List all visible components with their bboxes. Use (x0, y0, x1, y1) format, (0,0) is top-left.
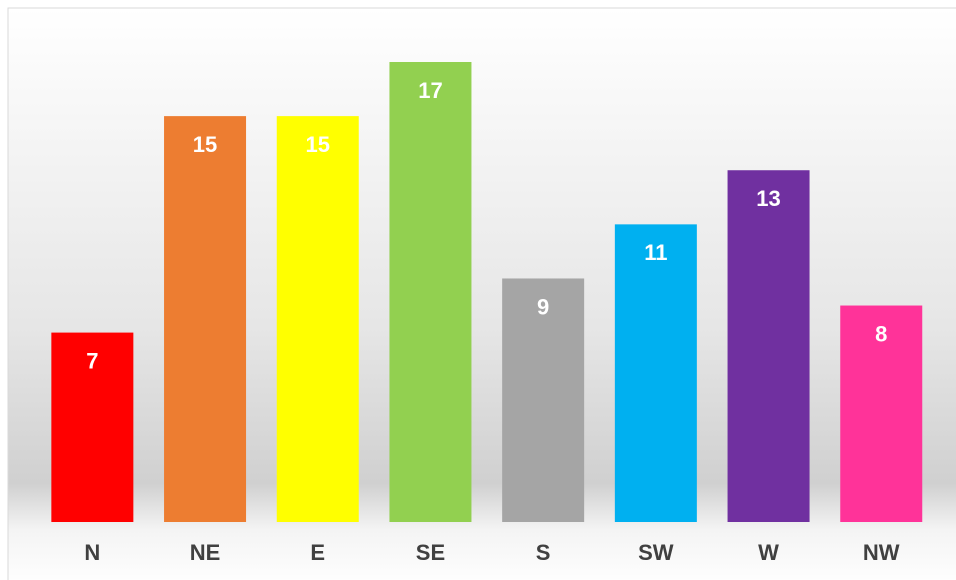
x-tick-label: SW (638, 540, 674, 565)
value-label: 7 (86, 348, 98, 373)
x-tick-label: W (758, 540, 779, 565)
x-tick-label: SE (416, 540, 445, 565)
value-label: 11 (644, 240, 667, 265)
bar (51, 332, 134, 522)
bar (502, 278, 585, 522)
bar (840, 305, 923, 522)
bar (276, 116, 359, 522)
value-label: 17 (418, 78, 442, 103)
plot-background (7, 7, 956, 580)
value-label: 8 (875, 321, 887, 346)
bar (614, 224, 697, 522)
value-label: 13 (756, 186, 780, 211)
value-label: 15 (306, 132, 330, 157)
bar (389, 62, 472, 522)
x-tick-label: N (84, 540, 100, 565)
x-tick-label: NW (863, 540, 900, 565)
value-label: 9 (537, 294, 549, 319)
bar (727, 170, 810, 522)
x-tick-label: S (536, 540, 551, 565)
value-label: 15 (193, 132, 217, 157)
bar (164, 116, 247, 522)
x-tick-label: E (310, 540, 325, 565)
x-tick-label: NE (190, 540, 221, 565)
